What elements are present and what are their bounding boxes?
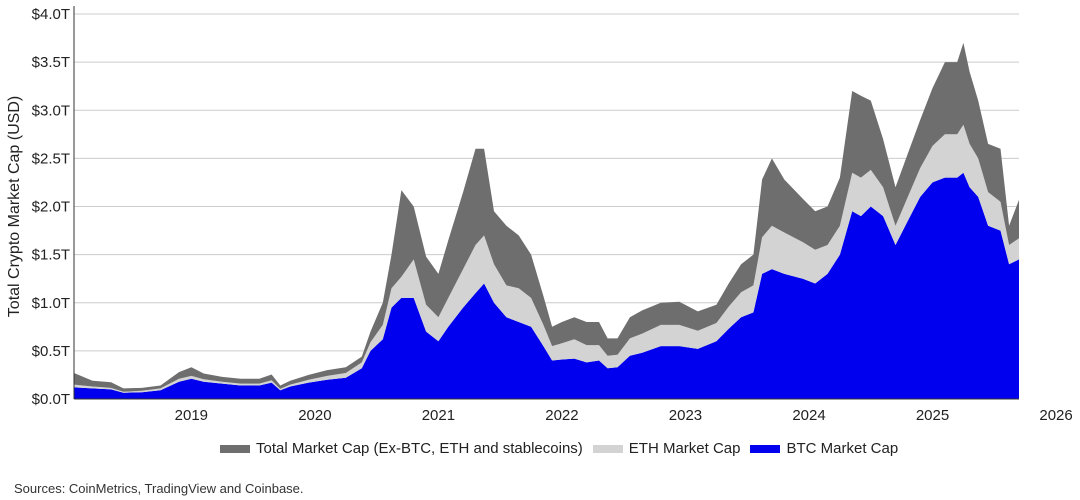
axes [73, 6, 1019, 400]
area-total-ex [74, 42, 1019, 392]
y-tick-label: $3.5T [32, 54, 70, 71]
x-tick-label: 2024 [792, 407, 825, 424]
legend-item-total: Total Market Cap (Ex-BTC, ETH and stable… [220, 440, 583, 457]
x-tick-label: 2019 [175, 407, 208, 424]
stacked-areas [74, 42, 1019, 399]
legend-swatch-total [220, 444, 250, 453]
area-eth [74, 124, 1019, 393]
y-tick-label: $3.0T [32, 102, 70, 119]
grid-lines [74, 13, 1019, 400]
x-tick-labels: 2019 2020 2021 2022 2023 2024 2025 2026 [175, 407, 1073, 424]
x-tick-label: 2025 [916, 407, 949, 424]
x-tick-label: 2021 [422, 407, 455, 424]
x-tick-label: 2022 [545, 407, 578, 424]
x-tick-label: 2020 [298, 407, 331, 424]
y-tick-label: $1.5T [32, 247, 70, 264]
source-note: Sources: CoinMetrics, TradingView and Co… [14, 481, 304, 496]
y-tick-label: $2.0T [32, 199, 70, 216]
y-tick-label: $0.0T [32, 391, 70, 408]
legend-label-total: Total Market Cap (Ex-BTC, ETH and stable… [256, 440, 583, 457]
y-tick-label: $1.0T [32, 295, 70, 312]
x-tick-label: 2023 [669, 407, 702, 424]
legend-label-eth: ETH Market Cap [628, 440, 741, 457]
x-tick-label: 2026 [1039, 407, 1072, 424]
market-cap-chart: $0.0T $0.5T $1.0T $1.5T $2.0T $2.5T $3.0T $3.5T… [6, 6, 1073, 424]
y-axis-label: Total Crypto Market Cap (USD) [6, 96, 23, 317]
legend-item-btc: BTC Market Cap [750, 440, 898, 457]
legend-swatch-eth [592, 444, 623, 453]
y-tick-labels: $0.0T $0.5T $1.0T $1.5T $2.0T $2.5T $3.0T $3.5T… [32, 6, 70, 408]
legend-swatch-btc [750, 444, 781, 453]
y-tick-label: $0.5T [32, 343, 70, 360]
legend: Total Market Cap (Ex-BTC, ETH and stable… [220, 440, 908, 457]
area-btc [74, 172, 1019, 399]
legend-item-eth: ETH Market Cap [592, 440, 741, 457]
legend-label-btc: BTC Market Cap [786, 440, 899, 457]
y-tick-label: $4.0T [32, 6, 70, 23]
y-tick-label: $2.5T [32, 150, 70, 167]
